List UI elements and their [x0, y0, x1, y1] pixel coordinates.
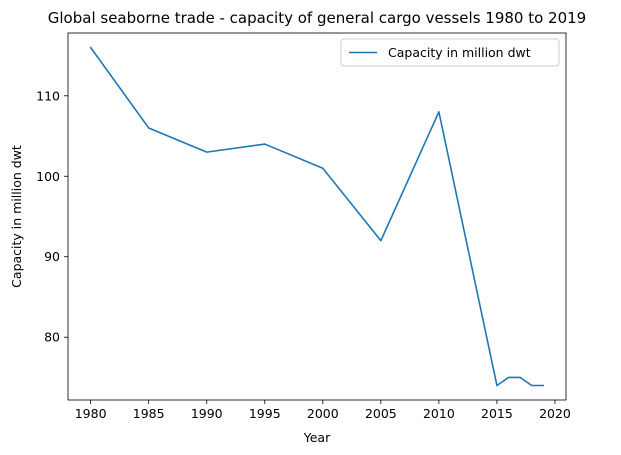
x-tick-label: 2015	[481, 406, 513, 421]
data-point	[147, 126, 150, 129]
y-axis-ticks: 80 90 100 110	[36, 88, 68, 345]
x-tick-label: 2000	[307, 406, 339, 421]
data-point	[495, 384, 498, 387]
x-axis-ticks: 1980 1985 1990 1995 2000 2005 2010 2015 2020	[75, 400, 571, 421]
data-point	[205, 151, 208, 154]
data-point	[542, 384, 545, 387]
x-tick-label: 1995	[249, 406, 281, 421]
y-axis-label: Capacity in million dwt	[9, 145, 24, 288]
data-point	[263, 142, 266, 145]
legend-label-capacity: Capacity in million dwt	[388, 45, 531, 60]
data-point	[519, 376, 522, 379]
x-tick-label: 2005	[365, 406, 397, 421]
data-point	[507, 376, 510, 379]
data-point	[321, 167, 324, 170]
plot-area	[67, 32, 567, 401]
x-tick-label: 2010	[423, 406, 455, 421]
y-tick-label: 110	[36, 88, 60, 103]
y-tick-label: 100	[36, 169, 60, 184]
x-axis-label: Year	[303, 430, 331, 445]
chart-title: Global seaborne trade - capacity of gene…	[48, 9, 586, 27]
x-tick-label: 1985	[133, 406, 165, 421]
y-tick-label: 90	[44, 249, 60, 264]
series-line-0	[89, 46, 545, 387]
data-point	[89, 46, 92, 49]
x-tick-label: 2020	[539, 406, 571, 421]
x-tick-label: 1990	[191, 406, 223, 421]
series-layer	[89, 46, 545, 387]
x-tick-label: 1980	[75, 406, 107, 421]
data-point	[437, 110, 440, 113]
y-tick-label: 80	[44, 330, 60, 345]
data-point	[530, 384, 533, 387]
data-point	[379, 239, 382, 242]
legend-box	[340, 38, 560, 67]
legend: Capacity in million dwt	[340, 38, 560, 67]
